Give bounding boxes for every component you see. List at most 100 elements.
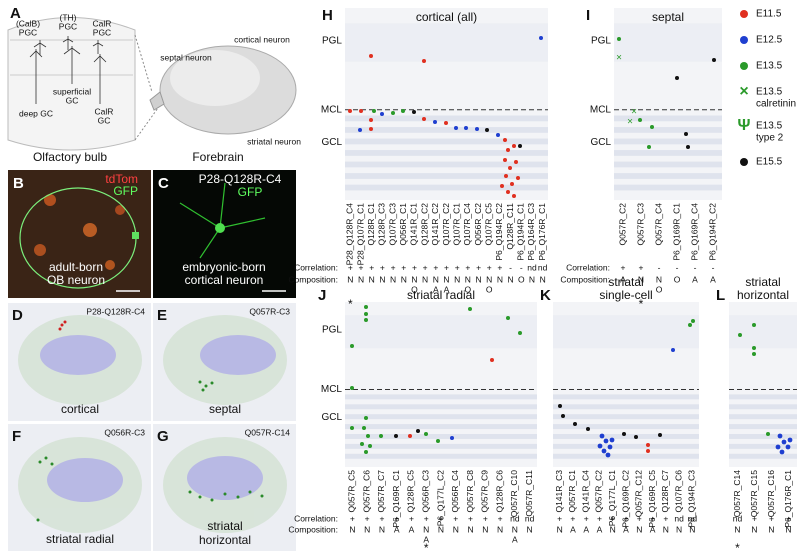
composition: N	[512, 524, 518, 534]
cell-dot	[650, 125, 654, 129]
tissue-band	[614, 150, 722, 156]
illustration-shape: striatal neuron	[247, 136, 301, 146]
cell-dot	[260, 494, 264, 498]
composition: N	[656, 274, 662, 284]
cell-dot	[50, 462, 54, 466]
composition: N	[529, 274, 535, 284]
cell-dot	[368, 444, 372, 448]
cell-dot	[63, 320, 67, 324]
composition: A	[394, 524, 400, 534]
correlation: +	[621, 262, 626, 272]
cell-dot	[597, 443, 603, 449]
cell-dot	[558, 404, 562, 408]
panel-letter: J	[318, 287, 326, 304]
illustration-shape: superficial	[53, 86, 91, 96]
composition: N	[347, 274, 353, 284]
column-label: Q057R_C8	[465, 470, 475, 513]
illustration-shape	[8, 170, 151, 298]
row-label: Composition:	[560, 274, 610, 284]
tissue-band	[729, 414, 797, 420]
cell-dot	[364, 305, 368, 309]
correlation: +	[391, 262, 396, 272]
cell-dot	[223, 492, 227, 496]
composition: N	[358, 274, 364, 284]
column-label: P6_Q194R_C2	[707, 203, 717, 261]
illustration-shape: septal neuron	[160, 52, 212, 62]
composition: N	[663, 524, 669, 534]
correlation: +	[423, 262, 428, 272]
group	[36, 380, 264, 522]
illustration-shape: F	[12, 428, 21, 445]
panel-letter: I	[586, 7, 590, 24]
column-label: Q128R_C7	[660, 470, 670, 513]
composition: N	[433, 274, 439, 284]
tissue-band	[729, 404, 797, 410]
column-label: Q141R_C2	[430, 203, 440, 246]
column-label: Q057R_C11	[524, 470, 534, 517]
legend-marker: Ψ	[738, 117, 751, 134]
cell-dot	[647, 145, 651, 149]
cell-dot	[44, 456, 48, 460]
layer-label: PGL	[591, 35, 611, 46]
column-label: Q056R_C4	[450, 470, 460, 513]
cell-dot	[38, 460, 42, 464]
correlation: +	[468, 513, 473, 523]
group	[372, 109, 405, 115]
tissue-band	[729, 424, 797, 430]
composition: N	[475, 274, 481, 284]
column-label: Q057R_C6	[361, 470, 371, 513]
tissue-band	[345, 173, 548, 179]
cell-dot	[44, 194, 56, 206]
group	[558, 404, 662, 439]
composition: N	[349, 524, 355, 534]
tissue-band	[729, 315, 797, 349]
tissue-band	[553, 315, 699, 349]
correlation: -	[658, 262, 661, 272]
illustration-shape: GFP	[238, 185, 263, 199]
tissue-band	[614, 173, 722, 179]
composition: N	[751, 524, 757, 534]
cell-dot	[646, 443, 650, 447]
tissue-band	[614, 127, 722, 133]
illustration-shape: E	[157, 307, 167, 324]
composition: N	[453, 524, 459, 534]
illustration-shape: Olfactory bulb	[33, 150, 107, 164]
group	[58, 320, 67, 331]
cell-dot	[358, 128, 362, 132]
cell-dot	[684, 132, 688, 136]
composition: A	[650, 524, 656, 534]
illustration-shape: cortical neuron	[185, 273, 264, 287]
column-label: Q128R_C11	[505, 203, 515, 250]
cell-dot	[781, 439, 787, 445]
column-label: Q057R_C16	[766, 470, 776, 518]
composition: N	[734, 524, 740, 534]
cell-dot	[401, 109, 405, 113]
column-label: P6_Q194R_C3	[687, 470, 697, 528]
illustration-shape	[149, 91, 165, 111]
cell-dot	[366, 434, 370, 438]
illustration-shape: P28-Q128R-C4	[86, 306, 145, 316]
layer-label: PGL	[322, 35, 342, 46]
cell-dot	[379, 434, 383, 438]
composition: A	[597, 524, 603, 534]
cell-dot	[688, 323, 692, 327]
column-label: P6_Q177L_C2	[435, 470, 445, 527]
cell-dot	[58, 327, 62, 331]
column-label: Q107R_C4	[462, 203, 472, 246]
column-label: Q057R_C10	[509, 470, 519, 518]
composition: N	[401, 274, 407, 284]
cell-dot	[609, 437, 615, 443]
cell-dot	[514, 160, 518, 164]
cell-dot	[512, 194, 516, 198]
cell-dot	[496, 133, 500, 137]
illustration-shape: ×	[616, 53, 622, 64]
column-label: P6_Q169R_C1	[391, 470, 401, 528]
tissue-band	[345, 414, 537, 420]
column-label: Q128R_C5	[406, 470, 416, 513]
composition: A	[570, 524, 576, 534]
cell-dot	[34, 244, 46, 256]
group	[646, 443, 650, 453]
illustration-shape: OB neuron	[47, 273, 105, 287]
correlation: +	[433, 262, 438, 272]
column-label: Q057R_C7	[376, 470, 386, 513]
